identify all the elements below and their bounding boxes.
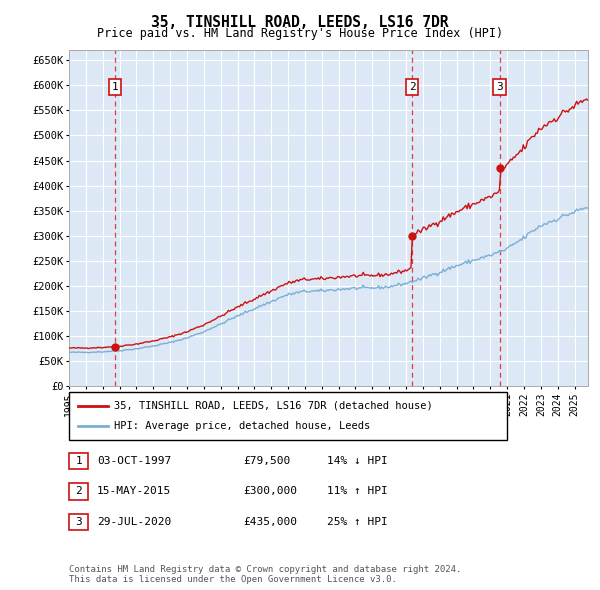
Text: 11% ↑ HPI: 11% ↑ HPI bbox=[327, 487, 388, 496]
Text: 25% ↑ HPI: 25% ↑ HPI bbox=[327, 517, 388, 527]
Text: 14% ↓ HPI: 14% ↓ HPI bbox=[327, 456, 388, 466]
Text: £79,500: £79,500 bbox=[243, 456, 290, 466]
Text: 3: 3 bbox=[496, 82, 503, 92]
Text: 29-JUL-2020: 29-JUL-2020 bbox=[97, 517, 172, 527]
Text: 03-OCT-1997: 03-OCT-1997 bbox=[97, 456, 172, 466]
Text: 1: 1 bbox=[112, 82, 119, 92]
Text: £300,000: £300,000 bbox=[243, 487, 297, 496]
Text: Contains HM Land Registry data © Crown copyright and database right 2024.
This d: Contains HM Land Registry data © Crown c… bbox=[69, 565, 461, 584]
Text: £435,000: £435,000 bbox=[243, 517, 297, 527]
Text: 35, TINSHILL ROAD, LEEDS, LS16 7DR: 35, TINSHILL ROAD, LEEDS, LS16 7DR bbox=[151, 15, 449, 30]
Text: 2: 2 bbox=[75, 487, 82, 496]
Text: 35, TINSHILL ROAD, LEEDS, LS16 7DR (detached house): 35, TINSHILL ROAD, LEEDS, LS16 7DR (deta… bbox=[114, 401, 433, 411]
Text: 2: 2 bbox=[409, 82, 416, 92]
Text: 15-MAY-2015: 15-MAY-2015 bbox=[97, 487, 172, 496]
Text: Price paid vs. HM Land Registry's House Price Index (HPI): Price paid vs. HM Land Registry's House … bbox=[97, 27, 503, 40]
Text: 1: 1 bbox=[75, 456, 82, 466]
Text: HPI: Average price, detached house, Leeds: HPI: Average price, detached house, Leed… bbox=[114, 421, 370, 431]
Text: 3: 3 bbox=[75, 517, 82, 527]
